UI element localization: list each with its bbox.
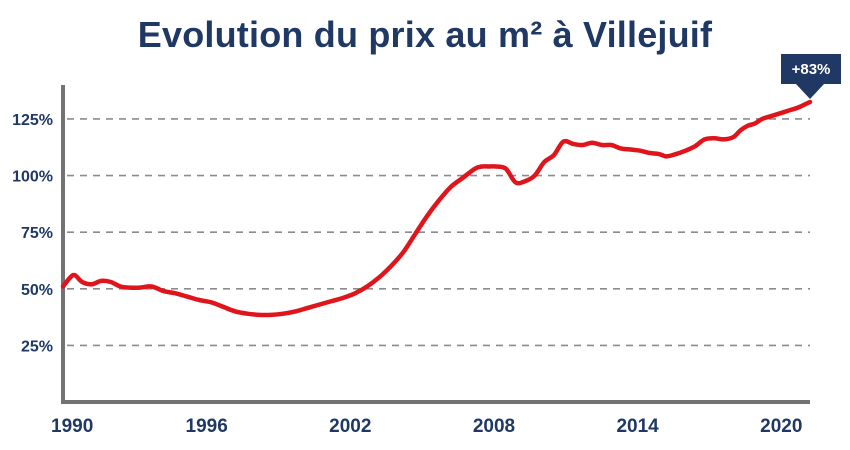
x-tick-label: 2014 [616, 416, 659, 437]
annotation-badge [781, 53, 841, 99]
x-tick-label: 2020 [760, 416, 802, 437]
series-line-0 [60, 99, 813, 318]
y-tick-label: 100% [12, 169, 53, 186]
annotation-badge-text: +83% [792, 61, 831, 78]
x-tick-label: 1990 [51, 416, 93, 437]
y-tick-label: 75% [21, 225, 53, 242]
x-tick-label: 2002 [329, 416, 371, 437]
x-tick-label: 2008 [473, 416, 515, 437]
y-tick-label: 25% [21, 338, 53, 355]
y-tick-label: 125% [12, 112, 53, 129]
x-tick-label: 1996 [186, 416, 228, 437]
y-tick-label: 50% [21, 282, 53, 299]
chart-title: Evolution du prix au m² à Villejuif [137, 14, 713, 55]
